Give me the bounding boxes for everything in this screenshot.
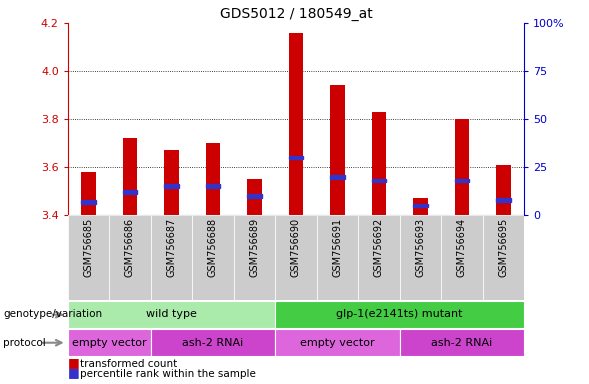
Bar xyxy=(496,165,511,215)
Text: empty vector: empty vector xyxy=(300,338,375,348)
Bar xyxy=(123,190,137,194)
Text: genotype/variation: genotype/variation xyxy=(3,310,102,319)
Text: ash-2 RNAi: ash-2 RNAi xyxy=(183,338,244,348)
Bar xyxy=(455,119,469,215)
Title: GDS5012 / 180549_at: GDS5012 / 180549_at xyxy=(220,7,372,21)
Text: transformed count: transformed count xyxy=(80,359,177,369)
Text: GSM756688: GSM756688 xyxy=(208,218,218,277)
Text: wild type: wild type xyxy=(146,310,197,319)
Bar xyxy=(109,215,151,300)
Text: percentile rank within the sample: percentile rank within the sample xyxy=(80,369,256,379)
Bar xyxy=(400,215,441,300)
Bar xyxy=(68,301,275,328)
Text: glp-1(e2141ts) mutant: glp-1(e2141ts) mutant xyxy=(336,310,463,319)
Bar xyxy=(496,198,511,202)
Text: GSM756691: GSM756691 xyxy=(332,218,342,277)
Bar xyxy=(192,215,234,300)
Bar xyxy=(247,194,262,198)
Bar xyxy=(164,184,178,188)
Text: GSM756695: GSM756695 xyxy=(498,218,508,277)
Bar xyxy=(330,175,345,179)
Bar xyxy=(247,179,262,215)
Bar xyxy=(441,215,483,300)
Bar xyxy=(400,329,524,356)
Bar xyxy=(413,198,428,215)
Text: protocol: protocol xyxy=(3,338,46,348)
Bar xyxy=(275,329,400,356)
Text: GSM756690: GSM756690 xyxy=(291,218,301,277)
Text: GSM756692: GSM756692 xyxy=(374,218,384,277)
Bar xyxy=(81,172,96,215)
Bar xyxy=(275,301,524,328)
Text: GSM756694: GSM756694 xyxy=(457,218,467,277)
Text: GSM756693: GSM756693 xyxy=(415,218,425,277)
Text: ash-2 RNAi: ash-2 RNAi xyxy=(431,338,492,348)
Bar xyxy=(289,156,303,159)
Text: GSM756685: GSM756685 xyxy=(84,218,94,277)
Bar xyxy=(372,179,386,182)
Bar xyxy=(206,184,220,188)
Bar xyxy=(81,200,96,204)
Text: GSM756687: GSM756687 xyxy=(167,218,177,277)
Bar xyxy=(164,150,178,215)
Text: GSM756689: GSM756689 xyxy=(250,218,260,277)
Bar xyxy=(413,204,428,207)
Text: ■: ■ xyxy=(68,366,80,379)
Bar xyxy=(372,112,386,215)
Text: GSM756686: GSM756686 xyxy=(125,218,135,277)
Bar xyxy=(206,143,220,215)
Bar xyxy=(358,215,400,300)
Bar xyxy=(275,215,317,300)
Bar xyxy=(123,138,137,215)
Bar xyxy=(455,179,469,182)
Bar xyxy=(68,329,151,356)
Bar xyxy=(483,215,524,300)
Bar xyxy=(330,86,345,215)
Text: empty vector: empty vector xyxy=(72,338,147,348)
Text: ■: ■ xyxy=(68,356,80,369)
Bar xyxy=(68,215,109,300)
Bar xyxy=(151,329,275,356)
Bar xyxy=(151,215,192,300)
Bar xyxy=(317,215,358,300)
Bar xyxy=(289,33,303,215)
Bar xyxy=(234,215,275,300)
